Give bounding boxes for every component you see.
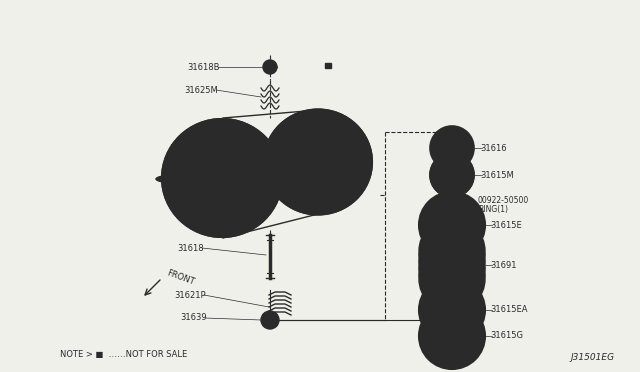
Circle shape	[436, 320, 468, 352]
Text: 31615G: 31615G	[490, 331, 523, 340]
Circle shape	[441, 193, 463, 215]
Text: 00922-50500: 00922-50500	[478, 196, 529, 205]
Circle shape	[428, 312, 476, 360]
Ellipse shape	[162, 119, 282, 237]
Circle shape	[419, 277, 485, 343]
Text: 31618: 31618	[177, 244, 204, 253]
Text: J31501EG: J31501EG	[571, 353, 615, 362]
Circle shape	[438, 161, 466, 189]
Text: FRONT: FRONT	[165, 269, 195, 287]
Ellipse shape	[285, 130, 351, 194]
Bar	[325, 63, 331, 68]
Circle shape	[438, 134, 466, 162]
Text: 31625M: 31625M	[184, 86, 218, 94]
Ellipse shape	[178, 135, 266, 221]
Circle shape	[430, 153, 474, 197]
Text: 31621P: 31621P	[174, 291, 206, 299]
Text: 31691: 31691	[490, 260, 516, 269]
Text: 31616: 31616	[480, 144, 507, 153]
Ellipse shape	[264, 109, 372, 215]
Ellipse shape	[162, 173, 282, 185]
Circle shape	[428, 234, 476, 282]
Circle shape	[265, 315, 275, 325]
Circle shape	[419, 303, 485, 369]
Circle shape	[419, 225, 485, 291]
Circle shape	[419, 239, 485, 305]
Circle shape	[428, 201, 476, 249]
Circle shape	[428, 241, 476, 289]
Circle shape	[428, 248, 476, 296]
Circle shape	[428, 227, 476, 275]
Ellipse shape	[285, 130, 351, 194]
Ellipse shape	[264, 109, 372, 215]
Ellipse shape	[162, 119, 282, 237]
Ellipse shape	[156, 172, 288, 186]
Circle shape	[428, 255, 476, 303]
Circle shape	[438, 161, 466, 189]
Circle shape	[428, 286, 476, 334]
Circle shape	[419, 218, 485, 284]
Circle shape	[419, 246, 485, 312]
Circle shape	[430, 126, 474, 170]
Text: 31618B: 31618B	[188, 62, 220, 71]
Text: 31615E: 31615E	[490, 221, 522, 230]
Circle shape	[419, 232, 485, 298]
Text: 31615M: 31615M	[480, 170, 514, 180]
Text: 31630: 31630	[170, 144, 196, 153]
Text: 31615EA: 31615EA	[490, 305, 527, 314]
Circle shape	[446, 198, 458, 210]
Text: 31639: 31639	[180, 314, 207, 323]
Circle shape	[261, 311, 279, 329]
Ellipse shape	[178, 135, 266, 221]
Circle shape	[419, 192, 485, 258]
Text: NOTE > ■  ……NOT FOR SALE: NOTE > ■ ……NOT FOR SALE	[60, 350, 188, 359]
Circle shape	[263, 60, 277, 74]
Text: RING(1): RING(1)	[478, 205, 508, 214]
Circle shape	[430, 153, 474, 197]
